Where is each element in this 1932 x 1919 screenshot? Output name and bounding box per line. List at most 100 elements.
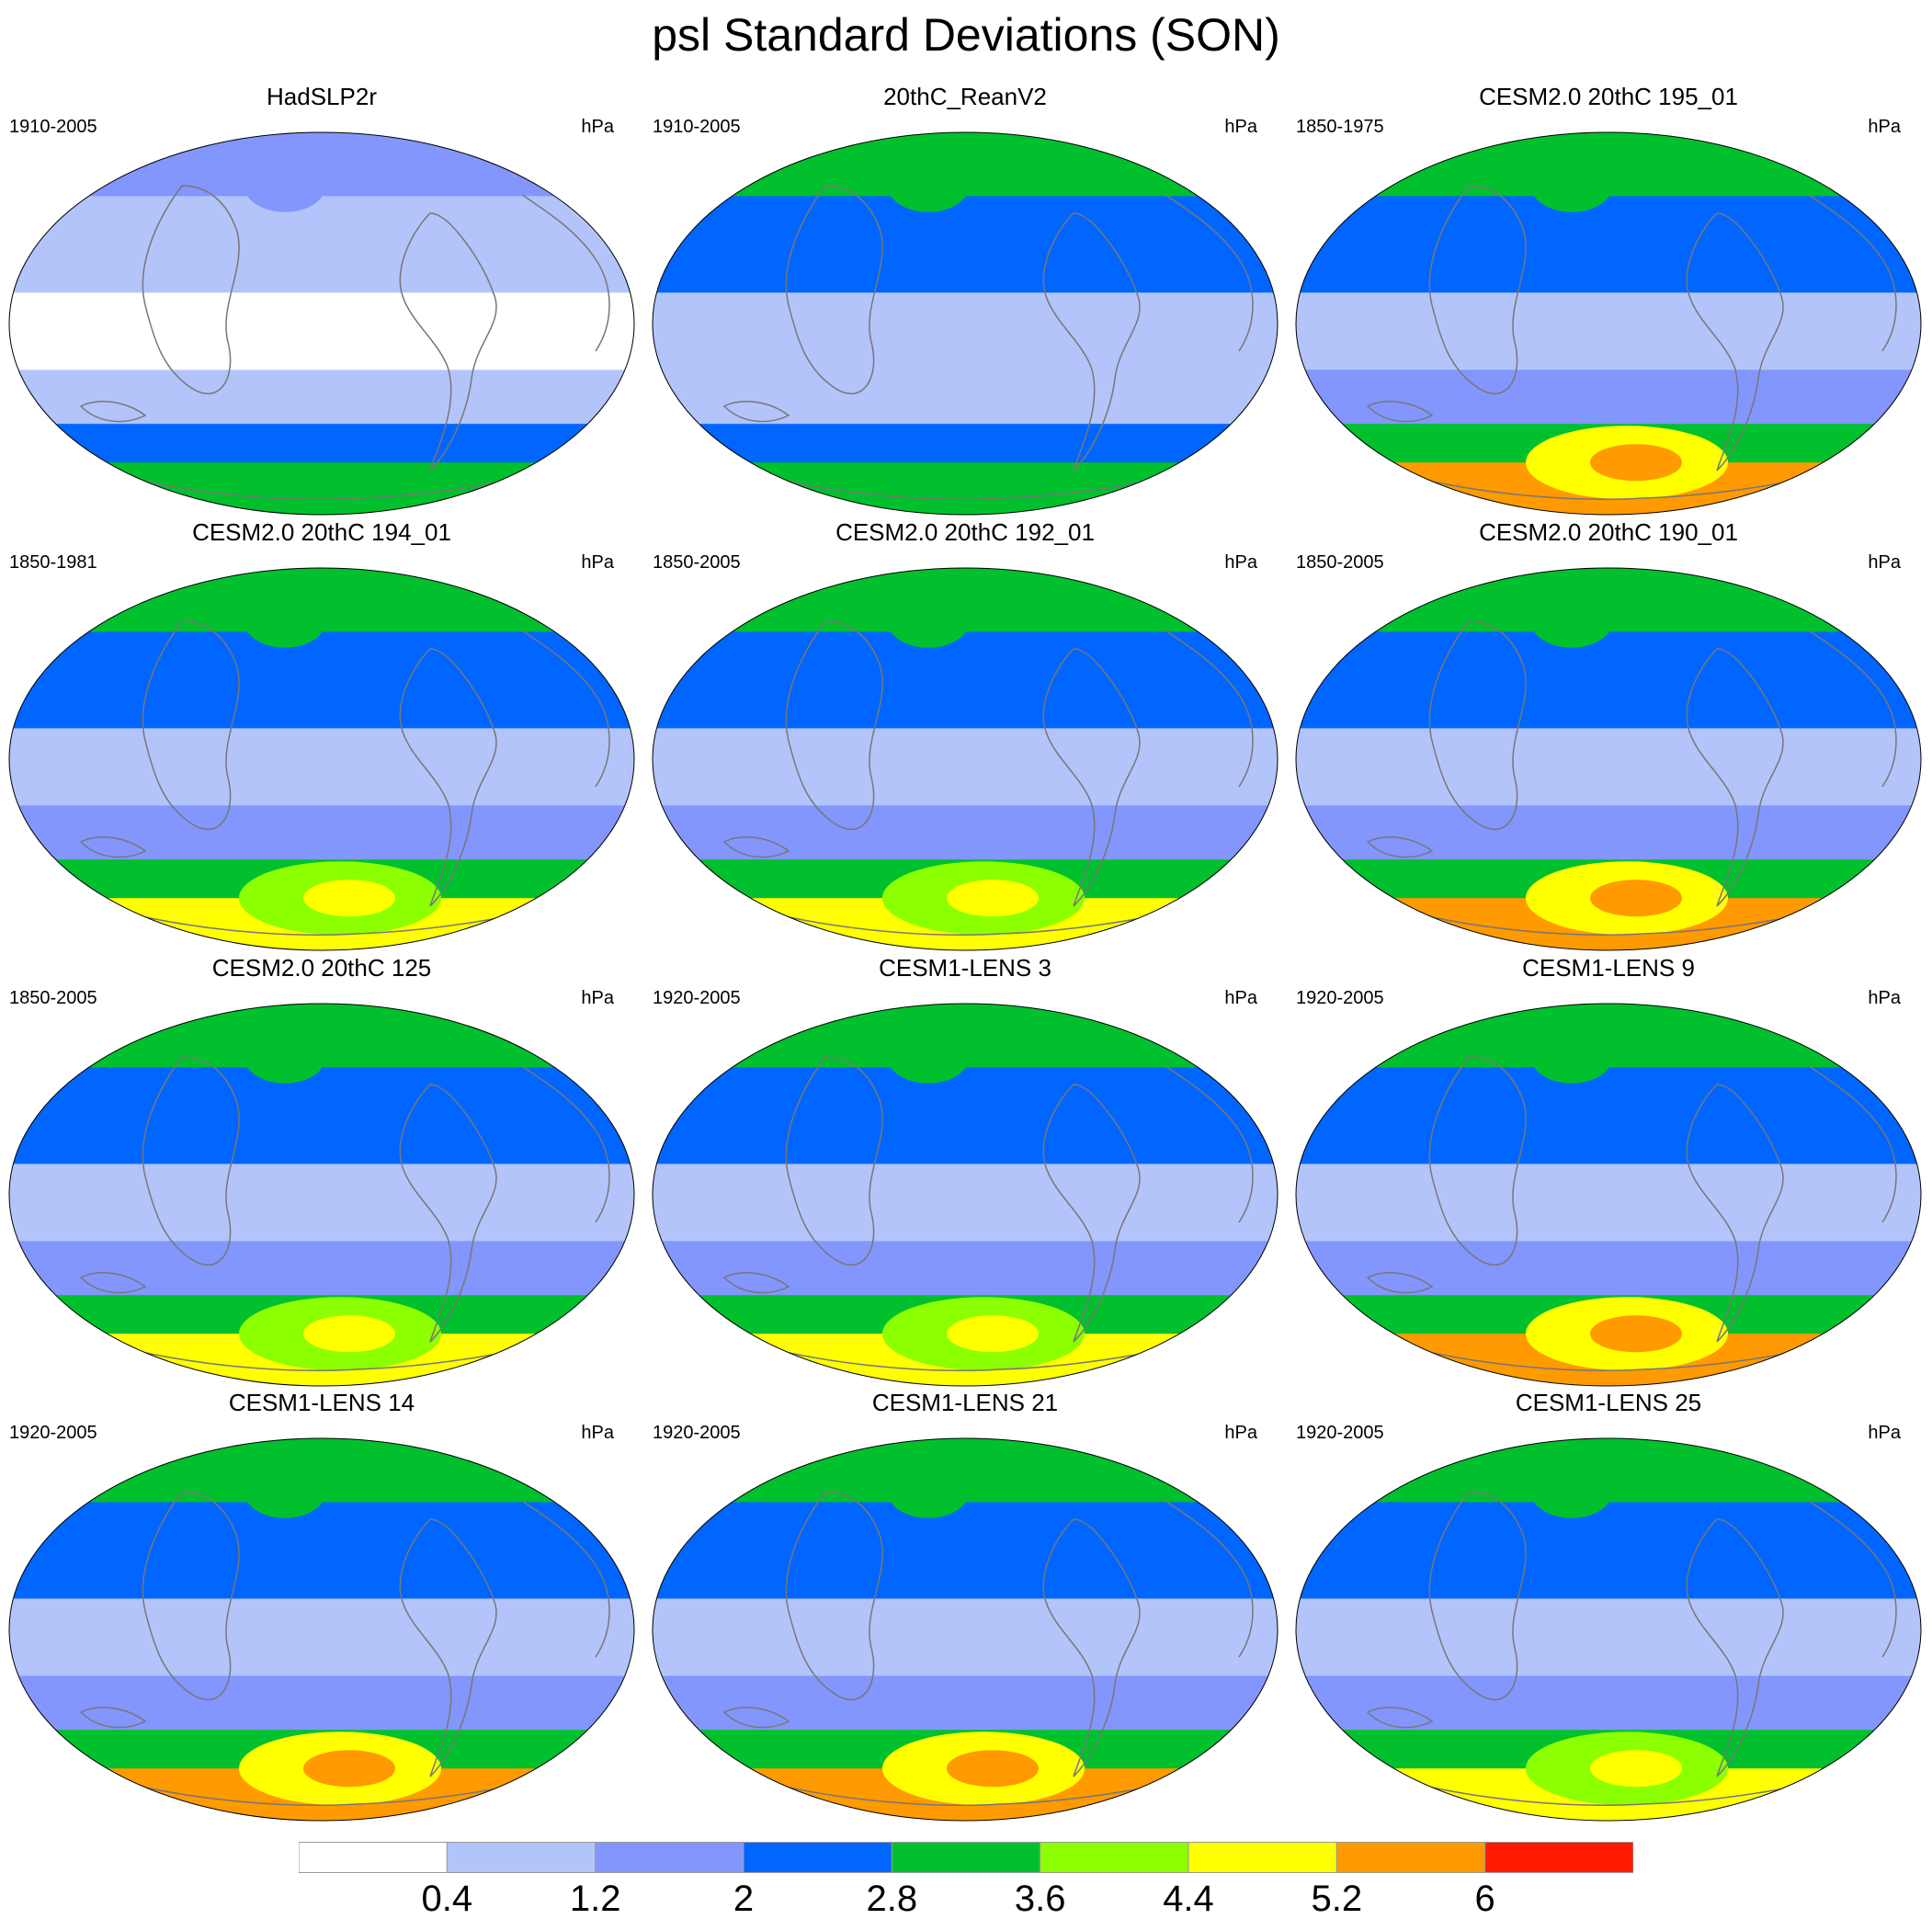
colorbar-swatch [299,1842,448,1873]
map-border [1295,131,1922,516]
contour-band [1296,1675,1921,1732]
map-panel: CESM1-LENS 25 1920-2005 hPa [1287,1389,1930,1822]
coastline [1404,1780,1810,1807]
panel-title: CESM2.0 20thC 194_01 [192,518,451,546]
colorbar-tick-label: 2.8 [866,1879,918,1919]
coastline [1686,648,1784,907]
coastline [722,401,790,423]
panel-unit: hPa [581,988,614,1008]
colorbar-tick-label: 5.2 [1311,1879,1363,1919]
map-plot [652,131,1279,516]
contour-band [1296,1164,1921,1243]
map-plot [8,1437,635,1822]
colorbar-tick-label: 0.4 [421,1879,473,1919]
coastline [1165,194,1254,352]
colorbar-swatch [743,1842,892,1873]
contour-band [653,1241,1278,1297]
panel-title: CESM1-LENS 14 [228,1389,415,1416]
coastline [117,1780,523,1807]
map-border [1295,1437,1922,1822]
coastline [1366,1272,1434,1294]
map-plot [652,1003,1279,1387]
map-plot [8,567,635,951]
coastline [1686,1084,1784,1343]
map-border [1295,1003,1922,1387]
panel-unit: hPa [581,117,614,137]
map-plot [8,1003,635,1387]
map-plot [1295,1003,1922,1387]
panel-title: CESM2.0 20thC 190_01 [1479,518,1738,546]
map-border [8,1003,635,1387]
contour-north-blob [887,156,970,212]
contour-peak-inner [947,1750,1039,1788]
map-panel: CESM2.0 20thC 195_01 1850-1975 hPa [1287,83,1930,516]
panel-unit: hPa [1224,117,1257,137]
panel-years: 1920-2005 [653,1423,741,1443]
panel-years: 1850-2005 [653,552,741,573]
coastline [785,1056,883,1266]
coastline [722,836,790,858]
coastline [785,1491,883,1700]
panel-years: 1920-2005 [1296,988,1384,1008]
coastline [1404,910,1810,937]
colorbar [299,1842,1633,1873]
panel-title: CESM1-LENS 3 [879,954,1051,982]
panel-unit: hPa [1224,988,1257,1008]
panel-title: CESM1-LENS 25 [1515,1389,1702,1416]
contour-peak-inner [303,1750,395,1788]
contour-band [9,462,634,515]
map-plot [1295,567,1922,951]
colorbar-tick-label: 1.2 [569,1879,621,1919]
colorbar-swatch [446,1842,597,1873]
contour-peak-inner [1590,1315,1682,1353]
coastline [79,401,147,423]
colorbar-tick-label: 4.4 [1163,1879,1214,1919]
contour-north-blob [1530,1462,1613,1518]
coastline [142,1491,240,1700]
map-panel: CESM1-LENS 21 1920-2005 hPa [643,1389,1287,1822]
coastline [399,648,497,907]
colorbar-swatch [891,1842,1041,1873]
coastline [79,836,147,858]
contour-band [1296,728,1921,807]
coastline [1808,630,1897,788]
coastline [1686,1518,1784,1777]
coastline [521,194,610,352]
coastline [117,910,523,937]
contour-peak-inner [1590,880,1682,917]
panel-years: 1920-2005 [653,988,741,1008]
coastline [142,1056,240,1266]
coastline [1428,1491,1527,1700]
coastline [722,1272,790,1294]
panel-unit: hPa [1868,117,1901,137]
coastline [1165,1500,1254,1658]
coastline [79,1707,147,1729]
colorbar-tick-label: 2 [733,1879,755,1919]
contour-band [9,369,634,426]
panel-title: CESM1-LENS 21 [871,1389,1059,1416]
contour-peak-inner [947,880,1039,917]
panel-title: HadSLP2r [267,83,377,110]
coastline [399,1518,497,1777]
contour-band [653,1675,1278,1732]
coastline [1165,630,1254,788]
contour-band [1296,196,1921,294]
panel-years: 1920-2005 [9,1423,97,1443]
coastline [521,1065,610,1223]
map-border [652,1003,1279,1387]
contour-band [653,631,1278,730]
contour-north-blob [244,1028,326,1084]
panel-unit: hPa [1868,988,1901,1008]
map-panel: HadSLP2r 1910-2005 hPa [0,83,643,516]
map-plot [1295,1437,1922,1822]
panel-unit: hPa [1224,552,1257,573]
panel-unit: hPa [1224,1423,1257,1443]
map-plot [1295,131,1922,516]
map-plot [652,1437,1279,1822]
panel-years: 1920-2005 [1296,1423,1384,1443]
panel-title: CESM2.0 20thC 125 [211,954,432,982]
page-title: psl Standard Deviations (SON) [652,9,1280,61]
contour-band [1296,369,1921,426]
contour-north-blob [244,156,326,212]
contour-band [1296,805,1921,861]
